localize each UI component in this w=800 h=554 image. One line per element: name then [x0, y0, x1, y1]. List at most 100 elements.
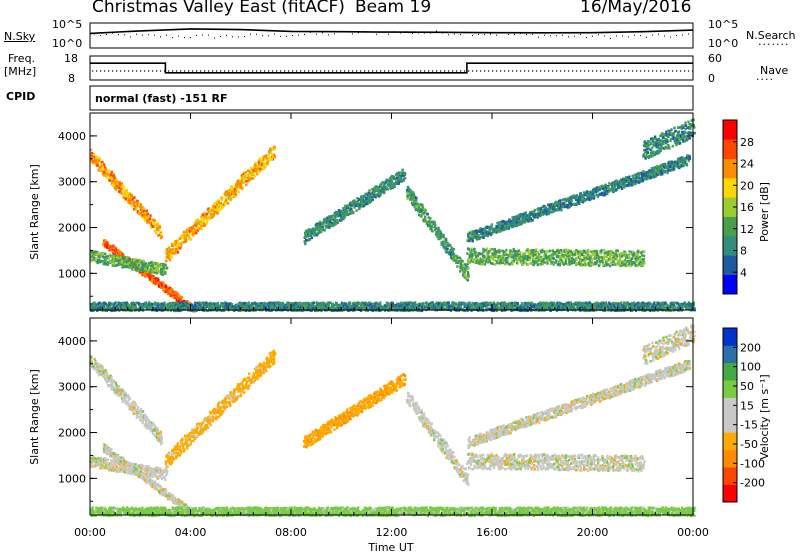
scatter-cell — [231, 188, 235, 191]
scatter-cell — [689, 127, 692, 131]
scatter-cell — [160, 270, 164, 273]
scatter-cell — [332, 218, 335, 221]
scatter-cell — [99, 168, 102, 171]
scatter-cell — [511, 216, 514, 219]
scatter-cell — [604, 255, 607, 258]
scatter-cell — [513, 249, 516, 253]
nsearch-point — [208, 34, 209, 36]
scatter-cell — [608, 256, 612, 259]
nsearch-point — [238, 36, 239, 38]
scatter-cell — [570, 199, 574, 202]
nsearch-point — [436, 30, 437, 32]
scatter-cell — [665, 133, 668, 136]
scatter-cell — [123, 265, 127, 269]
scatter-cell — [652, 166, 655, 170]
scatter-cell — [459, 262, 463, 265]
scatter-cell — [503, 258, 506, 261]
scatter-cell — [242, 172, 246, 175]
nave-point — [164, 70, 166, 72]
scatter-cell — [183, 234, 186, 238]
scatter-cell — [638, 177, 641, 181]
nave-point — [652, 70, 654, 72]
scatter-cell — [595, 189, 598, 192]
scatter-cell — [211, 207, 215, 210]
scatter-cell — [136, 307, 139, 311]
scatter-cell — [580, 250, 584, 253]
scatter-cell — [262, 155, 265, 159]
scatter-cell — [120, 302, 123, 305]
scatter-cell — [642, 173, 645, 176]
scatter-cell — [534, 213, 537, 216]
scatter-cell — [96, 161, 99, 165]
scatter-cell — [161, 268, 165, 271]
scatter-cell — [655, 174, 658, 178]
scatter-cell — [145, 303, 148, 306]
scatter-cell — [495, 225, 498, 228]
scatter-cell — [599, 260, 602, 263]
scatter-cell — [235, 188, 239, 191]
scatter-cell — [93, 306, 96, 309]
scatter-cell — [623, 178, 626, 182]
scatter-cell — [108, 306, 111, 309]
scatter-cell — [163, 264, 167, 267]
scatter-cell — [199, 215, 203, 219]
nsky-label: N.Sky — [4, 30, 36, 43]
scatter-cell — [467, 275, 470, 278]
scatter-cell — [529, 219, 532, 223]
scatter-cell — [519, 261, 522, 264]
scatter-cell — [639, 260, 642, 264]
scatter-cell — [454, 254, 457, 258]
nsearch-point — [220, 35, 221, 37]
scatter-cell — [437, 237, 440, 241]
scatter-cell — [583, 255, 586, 258]
scatter-cell — [327, 215, 331, 218]
scatter-cell — [505, 227, 508, 231]
scatter-cell — [483, 254, 486, 258]
scatter-cell — [123, 194, 126, 198]
scatter-cell — [543, 250, 546, 253]
scatter-cell — [547, 259, 550, 263]
scatter-cell — [467, 267, 470, 270]
scatter-cell — [514, 257, 517, 260]
scatter-cell — [106, 255, 110, 259]
scatter-cell — [351, 203, 355, 206]
scatter-cell — [466, 278, 469, 282]
scatter-cell — [212, 213, 216, 216]
scatter-cell — [91, 251, 94, 255]
nave-point — [580, 70, 582, 72]
scatter-cell — [466, 239, 469, 242]
scatter-cell — [669, 130, 672, 134]
scatter-cell — [383, 191, 386, 195]
scatter-cell — [505, 253, 508, 256]
scatter-cell — [579, 195, 582, 199]
scatter-cell — [532, 249, 535, 252]
scatter-cell — [471, 252, 474, 256]
scatter-cell — [320, 230, 323, 234]
scatter-cell — [195, 226, 198, 230]
scatter-cell — [608, 250, 611, 253]
scatter-cell — [561, 198, 565, 202]
nave-point — [388, 70, 390, 72]
nave-point — [632, 70, 634, 72]
scatter-cell — [313, 230, 316, 234]
nave-point — [156, 70, 158, 72]
scatter-cell — [107, 306, 110, 310]
scatter-cell — [116, 184, 119, 188]
scatter-cell — [128, 304, 131, 308]
scatter-cell — [145, 262, 148, 265]
scatter-cell — [144, 264, 147, 267]
scatter-cell — [336, 221, 340, 224]
scatter-cell — [184, 231, 187, 234]
scatter-cell — [305, 231, 308, 234]
scatter-cell — [551, 260, 554, 264]
nave-point — [540, 70, 542, 72]
scatter-cell — [229, 194, 232, 197]
scatter-cell — [536, 263, 539, 267]
scatter-cell — [103, 171, 106, 174]
scatter-cell — [236, 185, 239, 188]
nave-point — [132, 70, 134, 72]
scatter-cell — [499, 224, 502, 227]
scatter-cell — [551, 249, 554, 252]
nave-point — [656, 70, 658, 72]
scatter-cell — [550, 256, 553, 259]
